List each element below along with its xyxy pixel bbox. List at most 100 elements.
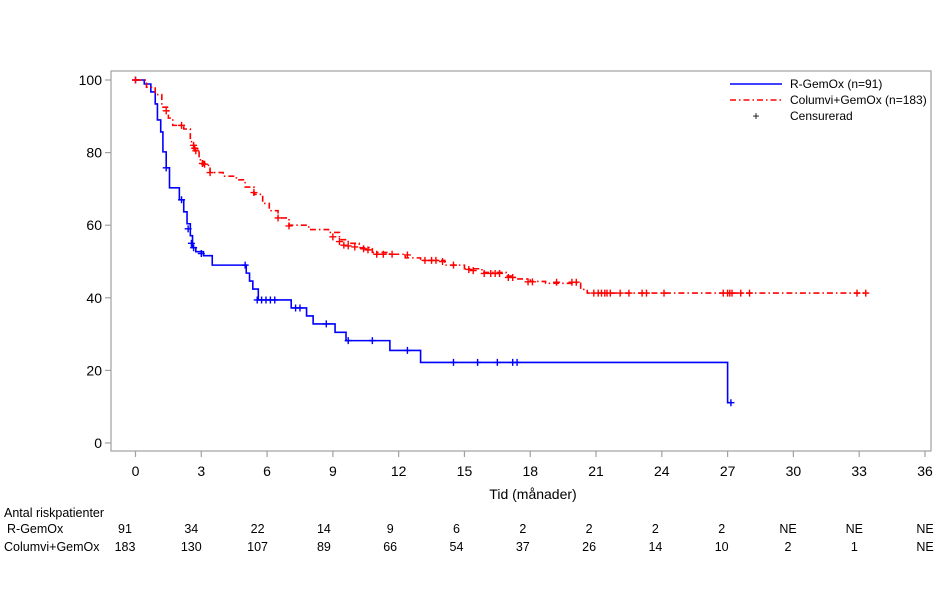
risk-cell: 2 — [651, 522, 659, 536]
legend-censor-symbol: + — [752, 109, 759, 123]
risk-cell: NE — [779, 522, 797, 536]
series-line-r-gemox — [135, 79, 732, 404]
y-tick-label: 60 — [86, 217, 102, 233]
censor-marker — [496, 269, 504, 277]
censor-marker — [132, 76, 139, 84]
risk-cell: 37 — [515, 540, 530, 554]
censor-marker — [728, 289, 736, 297]
censor-marker — [642, 289, 650, 297]
risk-cell: 1 — [850, 540, 858, 554]
censor-marker — [201, 160, 209, 168]
censor-marker — [572, 278, 580, 286]
risk-cell: 2 — [718, 522, 726, 536]
risk-cell: 26 — [582, 540, 597, 554]
risk-cell: 2 — [784, 540, 792, 554]
risk-cell: 130 — [180, 540, 202, 554]
censor-marker — [746, 289, 754, 297]
censor-marker — [241, 261, 249, 269]
censor-marker — [368, 337, 376, 345]
censor-marker — [513, 358, 521, 366]
risk-cell: NE — [916, 540, 934, 554]
censor-marker — [432, 256, 440, 264]
x-axis-label: Tid (månader) — [489, 486, 576, 502]
censor-marker — [625, 289, 633, 297]
risk-table-title: Antal riskpatienter — [4, 506, 105, 520]
censor-marker — [192, 147, 200, 155]
risk-cell: NE — [916, 522, 934, 536]
legend-label: Censurerad — [790, 109, 853, 123]
risk-cell: 14 — [648, 540, 663, 554]
censor-marker — [162, 107, 170, 115]
risk-cell: 2 — [519, 522, 527, 536]
censor-marker — [197, 250, 205, 258]
legend-label: R-GemOx (n=91) — [790, 77, 882, 91]
censor-marker — [178, 121, 186, 129]
y-tick-label: 100 — [79, 72, 103, 88]
legend: R-GemOx (n=91) Columvi+GemOx (n=183) + Cens… — [730, 77, 927, 123]
censor-marker — [388, 250, 396, 258]
risk-cell: 107 — [247, 540, 269, 554]
censor-marker — [274, 214, 282, 222]
x-axis: 0 3 6 9 12 15 18 21 24 27 30 33 36 — [132, 451, 933, 479]
risk-cell: 22 — [250, 522, 265, 536]
x-tick-label: 6 — [263, 463, 271, 479]
censor-marker — [250, 189, 258, 197]
x-tick-label: 36 — [917, 463, 933, 479]
censor-marker — [296, 304, 304, 312]
risk-cell: 91 — [118, 522, 132, 536]
risk-cell: 89 — [316, 540, 331, 554]
y-tick-label: 0 — [94, 435, 102, 451]
x-tick-label: 30 — [786, 463, 802, 479]
censor-marker — [509, 273, 517, 281]
x-tick-label: 21 — [588, 463, 604, 479]
risk-cell: 14 — [316, 522, 331, 536]
censor-marker — [340, 241, 348, 249]
censor-marker — [162, 164, 170, 172]
censor-marker — [439, 258, 447, 265]
censor-marker — [344, 242, 352, 250]
censor-marker — [421, 256, 429, 264]
plot-frame — [110, 70, 932, 452]
censor-marker — [360, 245, 368, 253]
censor-marker — [862, 289, 870, 297]
censor-marker — [344, 337, 352, 345]
censor-marker — [528, 278, 536, 286]
censor-marker — [373, 250, 381, 258]
risk-cell: 9 — [386, 522, 394, 536]
censor-marker — [480, 269, 488, 277]
risk-cell: NE — [845, 522, 863, 536]
censor-marker — [351, 243, 359, 251]
censor-marker — [660, 289, 668, 297]
censor-marker — [606, 289, 614, 297]
legend-label: Columvi+GemOx (n=183) — [790, 93, 927, 107]
x-tick-label: 18 — [522, 463, 538, 479]
censor-marker — [364, 246, 372, 254]
censor-marker — [403, 346, 411, 354]
risk-cell: 183 — [114, 540, 136, 554]
censor-marker — [178, 196, 186, 204]
censor-marker — [285, 222, 293, 230]
censor-marker — [493, 358, 501, 366]
x-tick-label: 3 — [197, 463, 205, 479]
y-axis: 0 20 40 60 80 100 — [79, 72, 111, 451]
censor-marker — [737, 289, 745, 297]
x-tick-label: 15 — [457, 463, 473, 479]
censor-marker — [474, 358, 482, 366]
x-tick-label: 27 — [720, 463, 736, 479]
y-tick-label: 80 — [86, 145, 102, 161]
censor-marker — [469, 267, 477, 275]
risk-cell: 6 — [453, 522, 460, 536]
censor-marker — [187, 239, 195, 247]
censor-marker — [553, 278, 561, 286]
censor-marker — [271, 296, 279, 304]
censor-marker — [403, 251, 411, 259]
censor-marker — [853, 289, 861, 297]
risk-row-label-columvi-gemox: Columvi+GemOx — [4, 540, 100, 554]
x-tick-label: 12 — [391, 463, 407, 479]
risk-cell: 10 — [714, 540, 729, 554]
censor-marker — [465, 265, 473, 273]
risk-row-label-r-gemox: R-GemOx — [7, 522, 64, 536]
censor-marker — [190, 244, 198, 252]
y-tick-label: 40 — [86, 290, 102, 306]
